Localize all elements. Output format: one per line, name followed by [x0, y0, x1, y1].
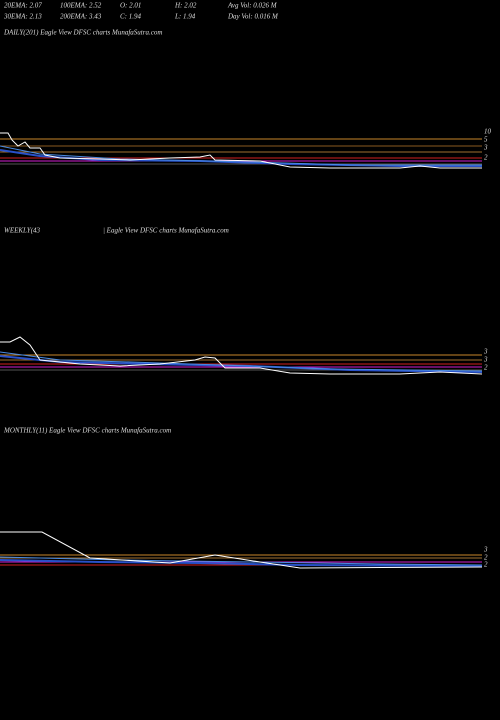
panel-title: MONTHLY(11) Eagle View DFSC charts Munaf…	[3, 427, 171, 435]
header-stat: 100EMA: 2.52	[60, 2, 102, 10]
monthly-lines	[0, 531, 483, 569]
axis-label: 3	[483, 356, 488, 364]
axis-label: 3	[483, 546, 488, 554]
header-stat: 200EMA: 3.43	[60, 13, 102, 21]
header-stat: 30EMA: 2.13	[3, 13, 42, 21]
header-stat: 20EMA: 2.07	[4, 2, 42, 10]
header-stat: C: 1.94	[120, 13, 142, 21]
header-stat: L: 1.94	[174, 13, 196, 21]
header-stat: Day Vol: 0.016 M	[227, 13, 279, 21]
axis-label: 5	[484, 136, 488, 144]
header-stat: Avg Vol: 0.026 M	[227, 2, 278, 10]
header-stat: O: 2.01	[120, 2, 141, 10]
axis-label: 2	[484, 561, 488, 569]
axis-label: 3	[483, 144, 488, 152]
daily-lines	[0, 132, 482, 169]
axis-label: 2	[484, 154, 488, 162]
axis-label: 2	[484, 554, 488, 562]
axis-label: 3	[483, 348, 488, 356]
header-stat: H: 2.02	[174, 2, 197, 10]
axis-label: 10	[484, 128, 492, 136]
panel-title: WEEKLY(43	[4, 227, 41, 235]
axis-label: 2	[484, 364, 488, 372]
panel-title: DAILY(201) Eagle View DFSC charts Munafa…	[3, 29, 162, 37]
panel-title: | Eagle View DFSC charts MunafaSutra.com	[103, 227, 229, 235]
weekly-lines	[0, 336, 483, 375]
